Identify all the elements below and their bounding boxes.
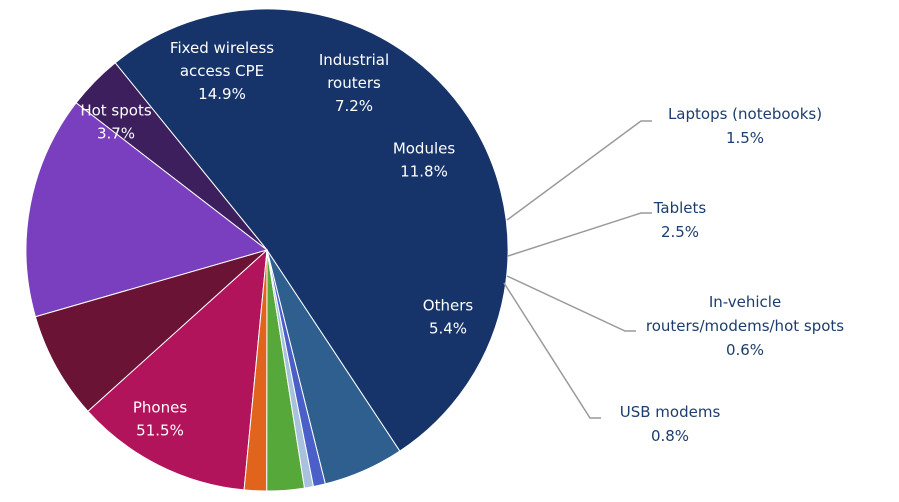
pie-slices	[25, 8, 509, 492]
callout-category-label: Laptops (notebooks)	[668, 105, 822, 123]
pie-slice-phones	[114, 8, 509, 452]
slice-label-industrial-routers: Industrial routers 7.2%	[319, 51, 389, 115]
pie-slice-fixed-wireless-access-cpe	[25, 102, 269, 318]
callout-category-label: Tablets	[653, 199, 707, 217]
slice-category-label: Phones	[133, 399, 187, 417]
slice-value-label: 11.8%	[400, 163, 448, 181]
callout-label-laptops-notebooks: Laptops (notebooks) 1.5%	[668, 105, 822, 147]
callout-category-label: USB modems	[620, 403, 721, 421]
leader-line-tablets	[507, 212, 652, 257]
callout-leaders	[503, 120, 652, 419]
callout-category-label: In-vehicle	[709, 293, 781, 311]
slice-category-label: Modules	[393, 140, 456, 158]
slice-value-label: 51.5%	[136, 422, 184, 440]
pie-labels: Others 5.4% Phones 51.5% Hot spots 3.7% Fixed …	[80, 39, 844, 445]
callout-category-label: routers/modems/hot spots	[646, 317, 844, 335]
callout-value-label: 0.6%	[726, 341, 764, 359]
slice-category-label: access CPE	[180, 62, 264, 80]
slice-label-fixed-wireless-access-cpe: Fixed wireless access CPE 14.9%	[170, 39, 274, 103]
callout-label-usb-modems: USB modems 0.8%	[620, 403, 721, 445]
leader-line-laptops-notebooks	[506, 120, 652, 221]
slice-label-hot-spots: Hot spots 3.7%	[80, 102, 152, 143]
slice-value-label: 5.4%	[429, 320, 467, 338]
callout-label-tablets: Tablets 2.5%	[653, 199, 707, 241]
slice-value-label: 7.2%	[335, 97, 373, 115]
slice-label-others: Others 5.4%	[423, 297, 474, 338]
slice-category-label: routers	[327, 74, 381, 92]
leader-line-usb-modems	[503, 282, 601, 419]
callout-value-label: 0.8%	[651, 427, 689, 445]
callout-label-in-vehicle-routers-modems-hot-spots: In-vehicle routers/modems/hot spots 0.6%	[646, 293, 844, 359]
pie-slice-industrial-routers	[34, 249, 268, 413]
slice-category-label: Fixed wireless	[170, 39, 274, 57]
slice-category-label: Industrial	[319, 51, 389, 69]
slice-category-label: Others	[423, 297, 474, 315]
slice-category-label: Hot spots	[80, 102, 152, 120]
slice-value-label: 3.7%	[97, 125, 135, 143]
callout-value-label: 1.5%	[726, 129, 764, 147]
pie-slice-usb-modems	[266, 249, 326, 488]
leader-line-in-vehicle-routers-modems-hot-spots	[506, 275, 636, 332]
slice-label-modules: Modules 11.8%	[393, 140, 456, 181]
callout-value-label: 2.5%	[661, 223, 699, 241]
slice-label-phones: Phones 51.5%	[133, 399, 187, 440]
slice-value-label: 14.9%	[198, 85, 246, 103]
pie-slice-modules	[87, 248, 268, 491]
